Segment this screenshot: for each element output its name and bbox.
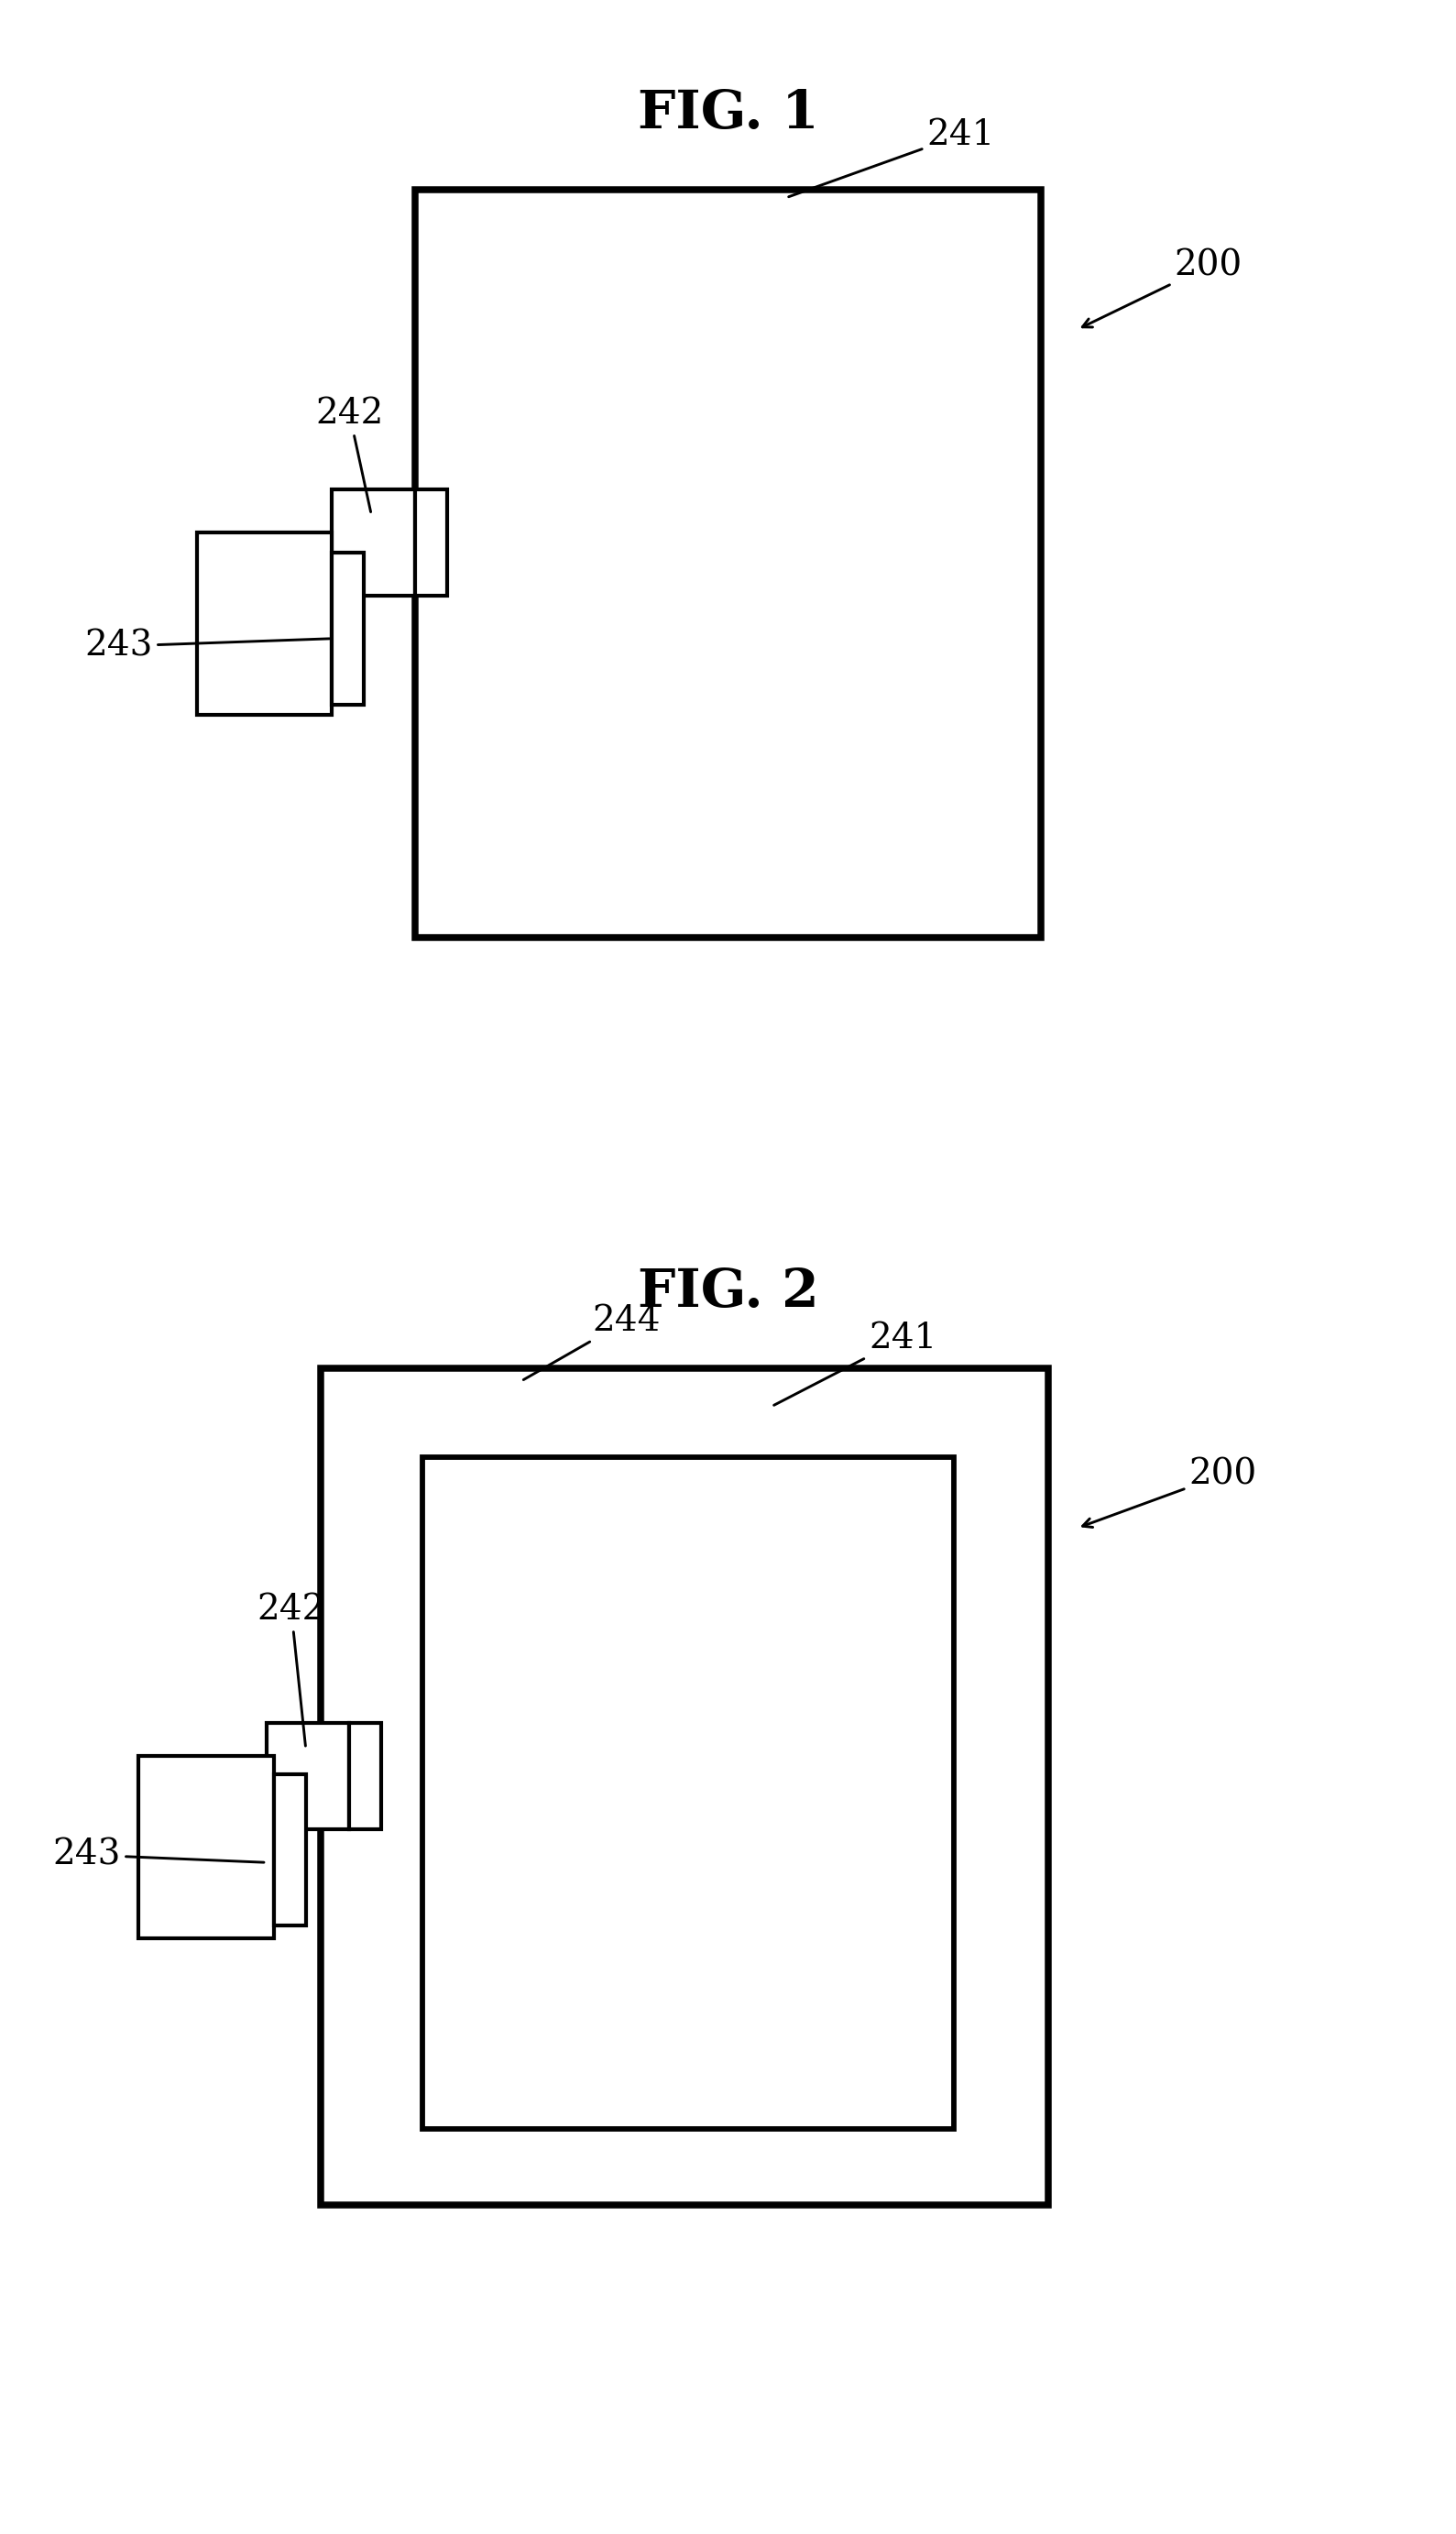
Bar <box>415 489 447 595</box>
Bar <box>332 552 364 704</box>
Bar <box>274 1774 306 1926</box>
Bar <box>422 1457 954 2129</box>
Text: 242: 242 <box>316 398 383 512</box>
Bar <box>332 489 415 595</box>
Bar <box>415 190 1041 938</box>
Text: 243: 243 <box>84 628 329 664</box>
Bar <box>197 532 332 715</box>
Text: 241: 241 <box>775 1323 936 1406</box>
Bar <box>138 1756 274 1939</box>
Text: 241: 241 <box>789 119 994 198</box>
Text: 244: 244 <box>524 1305 660 1381</box>
Bar <box>266 1723 349 1830</box>
Bar <box>349 1723 381 1830</box>
Text: 200: 200 <box>1082 248 1242 327</box>
Text: FIG. 1: FIG. 1 <box>638 89 818 139</box>
Text: FIG. 2: FIG. 2 <box>638 1267 818 1318</box>
Text: 243: 243 <box>52 1837 264 1873</box>
Bar <box>320 1368 1048 2205</box>
Text: 200: 200 <box>1083 1457 1257 1528</box>
Text: 242: 242 <box>258 1594 325 1746</box>
